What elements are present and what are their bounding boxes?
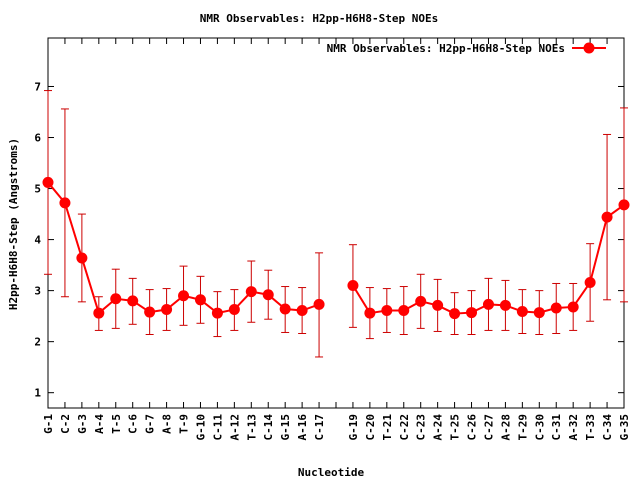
x-tick-label: C-23: [415, 414, 428, 441]
legend-marker: [583, 42, 595, 54]
x-tick-label: A-24: [432, 414, 445, 441]
plot-frame: [47, 37, 625, 409]
x-tick-label: A-16: [296, 414, 309, 441]
x-tick-label: T-33: [584, 414, 597, 441]
x-tick-label: A-12: [228, 414, 241, 441]
x-tick-label: C-6: [127, 414, 140, 434]
x-axis: G-1 C-2 G-3 A-4 T-5 C-6 G-7 A-8 T-9 G-10 C-11 A-12 T…: [42, 38, 631, 441]
data-point: [59, 197, 71, 209]
data-points: [42, 176, 630, 320]
x-tick-label: C-14: [262, 414, 275, 441]
data-point: [432, 299, 444, 311]
x-tick-label: T-21: [381, 414, 394, 441]
x-tick-label: G-19: [347, 414, 360, 441]
y-tick-label: 7: [34, 80, 41, 93]
x-tick-label: A-28: [499, 414, 512, 441]
data-point: [144, 306, 156, 318]
data-point: [93, 307, 105, 319]
x-tick-label: C-11: [211, 414, 224, 441]
data-point: [381, 305, 393, 317]
x-tick-label: T-5: [110, 414, 123, 434]
x-tick-label: G-1: [42, 414, 55, 434]
y-tick-label: 5: [34, 183, 41, 196]
data-point: [228, 304, 240, 316]
x-tick-label: T-25: [449, 414, 462, 441]
data-point: [194, 294, 206, 306]
data-point: [313, 298, 325, 310]
x-tick-label: G-35: [618, 414, 631, 441]
data-point: [211, 307, 223, 319]
data-point: [161, 304, 173, 316]
y-axis-label: H2pp-H6H8-Step (Angstroms): [7, 138, 20, 310]
y-tick-label: 6: [34, 132, 41, 145]
data-point: [279, 303, 291, 315]
data-point: [76, 252, 88, 264]
data-point: [584, 276, 596, 288]
series-lines: [47, 181, 625, 315]
x-tick-label: C-17: [313, 414, 326, 441]
data-point: [466, 307, 478, 319]
y-tick-label: 4: [34, 234, 41, 247]
data-point: [127, 295, 139, 307]
x-tick-label: C-22: [398, 414, 411, 441]
x-tick-label: T-13: [245, 414, 258, 441]
x-tick-label: C-30: [533, 414, 546, 441]
legend: NMR Observables: H2pp-H6H8-Step NOEs: [327, 42, 606, 55]
x-tick-label: G-3: [76, 414, 89, 434]
data-point: [567, 301, 579, 313]
data-point: [42, 176, 54, 188]
legend-label: NMR Observables: H2pp-H6H8-Step NOEs: [327, 42, 565, 55]
y-tick-label: 2: [34, 336, 41, 349]
data-point: [364, 307, 376, 319]
data-point: [296, 305, 308, 317]
data-point: [110, 293, 122, 305]
x-tick-label: T-9: [178, 414, 191, 434]
x-tick-label: C-26: [466, 414, 479, 441]
x-tick-label: C-34: [601, 414, 614, 441]
data-point: [533, 307, 545, 319]
x-tick-label: T-29: [516, 414, 529, 441]
data-point: [415, 295, 427, 307]
x-tick-label: A-32: [567, 414, 580, 441]
data-point: [449, 308, 461, 320]
data-point: [601, 211, 613, 223]
data-point: [618, 199, 630, 211]
chart-title: NMR Observables: H2pp-H6H8-Step NOEs: [200, 12, 438, 25]
data-point: [245, 286, 257, 298]
x-tick-label: C-27: [482, 414, 495, 441]
x-tick-label: C-20: [364, 414, 377, 441]
y-tick-label: 1: [34, 387, 41, 400]
x-tick-label: G-15: [279, 414, 292, 441]
data-point: [398, 305, 410, 317]
x-tick-label: A-4: [93, 414, 106, 434]
data-point: [347, 280, 359, 292]
x-axis-label: Nucleotide: [298, 466, 365, 479]
y-axis: 1 2 3 4 5 6 7: [34, 80, 624, 400]
x-tick-label: A-8: [161, 414, 174, 434]
data-point: [550, 302, 562, 314]
x-tick-label: G-10: [194, 414, 207, 441]
data-point: [482, 298, 494, 310]
x-tick-label: C-31: [550, 414, 563, 441]
data-point: [516, 306, 528, 318]
data-point: [499, 299, 511, 311]
data-point: [178, 290, 190, 302]
y-tick-label: 3: [34, 285, 41, 298]
x-tick-label: C-2: [59, 414, 72, 434]
x-tick-label: G-7: [144, 414, 157, 434]
data-point: [262, 289, 274, 301]
